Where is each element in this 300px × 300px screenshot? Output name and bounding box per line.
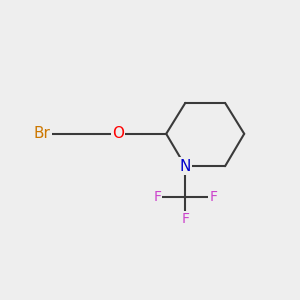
Text: F: F — [209, 190, 217, 204]
Text: O: O — [112, 126, 124, 141]
Text: F: F — [153, 190, 161, 204]
Text: F: F — [181, 212, 189, 226]
Text: Br: Br — [34, 126, 50, 141]
Text: N: N — [180, 159, 191, 174]
